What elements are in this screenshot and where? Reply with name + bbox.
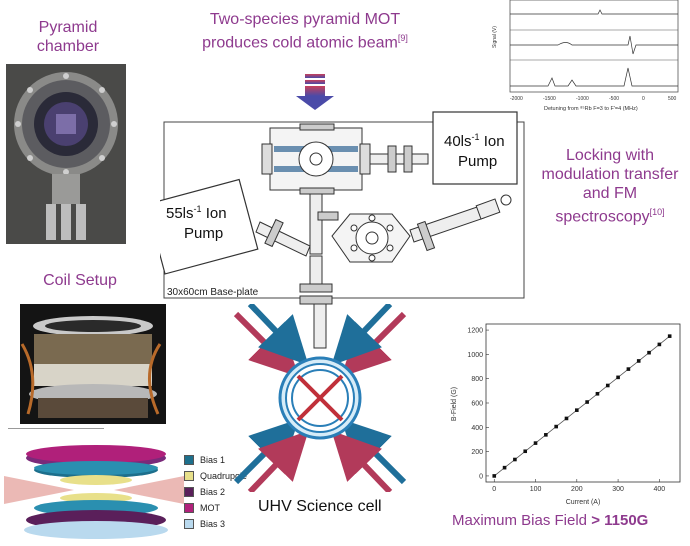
spectroscopy-xtick: -1500: [543, 96, 556, 102]
max-bias-prefix: Maximum Bias Field: [452, 512, 592, 529]
locking-line2: modulation transfer: [541, 166, 679, 183]
spectroscopy-xtick: 500: [668, 96, 677, 102]
legend-label: MOT: [200, 503, 220, 513]
vacuum-schematic: 40ls-1 Ion Pump 55ls-1 Ion Pump 30x60cm …: [145, 74, 530, 310]
data-point: [554, 424, 558, 429]
data-point: [626, 367, 631, 371]
spectroscopy-plot: Signal (V) -2000 -1500 -1000 -500 0 500 …: [488, 0, 684, 118]
x-tick-label: 100: [530, 486, 542, 493]
legend-label: Bias 3: [200, 519, 226, 529]
x-tick-label: 400: [654, 486, 666, 493]
legend-swatch: [184, 503, 194, 513]
mot-caption-ref: [9]: [397, 33, 408, 43]
y-tick-label: 800: [471, 376, 483, 383]
x-tick-label: 0: [492, 486, 496, 493]
data-point: [616, 375, 620, 380]
spectroscopy-xtick: -1000: [576, 96, 589, 102]
data-point: [492, 474, 497, 478]
y-tick-label: 400: [471, 425, 483, 432]
legend-label: Bias 1: [200, 455, 226, 465]
uhv-cell-caption: UHV Science cell: [258, 498, 382, 515]
data-point: [636, 359, 641, 363]
data-point: [502, 465, 507, 470]
legend-swatch: [184, 487, 194, 497]
data-point: [575, 408, 579, 412]
coil-setup-illustration: [20, 304, 166, 424]
x-tick-label: 200: [571, 486, 583, 493]
spectroscopy-xtick: 0: [642, 96, 645, 102]
pyramid-chamber-caption: Pyramid chamber: [18, 18, 118, 56]
spectroscopy-xlabel: Detuning from ⁸⁵Rb F=3 to F'=4 (MHz): [544, 105, 638, 112]
locking-ref: [10]: [649, 207, 665, 217]
coil-render: [4, 427, 184, 540]
locking-line1: Locking with: [565, 147, 655, 164]
legend-swatch: [184, 519, 194, 529]
locking-line4: spectroscopy[10]: [555, 207, 665, 226]
pyramid-chamber-illustration: [6, 64, 126, 244]
uhv-cell-diagram: [226, 301, 414, 495]
locking-caption: Locking with modulation transfer and FM …: [530, 146, 690, 226]
locking-line3: and FM: [582, 185, 638, 202]
coil-legend: Bias 1 Quadrupole Bias 2 MOT Bias 3: [184, 454, 264, 534]
legend-swatch: [184, 455, 194, 465]
data-point: [667, 334, 672, 338]
data-point: [595, 391, 600, 396]
data-point: [533, 441, 538, 445]
data-point: [647, 350, 651, 355]
legend-swatch: [184, 471, 194, 481]
atom-beam-arrow: [296, 74, 334, 110]
y-tick-label: 1000: [467, 352, 483, 359]
pyramid-chamber-photo: [6, 64, 126, 244]
pyramid-chamber-caption-text: Pyramid chamber: [36, 19, 100, 55]
y-tick-label: 1200: [467, 328, 483, 335]
data-point: [564, 416, 569, 421]
data-point: [544, 433, 548, 437]
max-bias-value: > 1150G: [591, 512, 649, 529]
legend-label: Quadrupole: [200, 471, 248, 481]
y-tick-label: 0: [479, 473, 483, 480]
mot-caption-line1: Two-species pyramid MOT: [209, 11, 401, 28]
spectroscopy-xtick: -2000: [510, 96, 523, 102]
chart-ylabel: B-Field (G): [451, 387, 458, 421]
data-point: [657, 342, 662, 347]
pump-55-label-line1: 55ls-1 Ion: [166, 204, 227, 222]
mot-caption-line2: produces cold atomic beam[9]: [202, 33, 408, 52]
data-point: [605, 383, 610, 388]
vacuum-schematic-svg: 40ls-1 Ion Pump 55ls-1 Ion Pump 30x60cm …: [145, 74, 525, 305]
pump-40-label-line2: Pump: [458, 153, 497, 170]
uhv-cell-svg: [233, 301, 407, 495]
mot-caption: Two-species pyramid MOT produces cold at…: [180, 10, 430, 52]
data-point: [523, 449, 528, 454]
chart-xlabel: Current (A): [566, 499, 601, 506]
bias-field-chart-svg: 0 200 400 600 800 1000 1200 0 100 200 300 400 B-Fi…: [451, 323, 681, 506]
y-tick-label: 600: [471, 401, 483, 408]
legend-label: Bias 2: [200, 487, 226, 497]
spectroscopy-ylabel: Signal (V): [492, 26, 498, 48]
baseplate-label: 30x60cm Base-plate: [167, 287, 259, 298]
pump-40-label-line1: 40ls-1 Ion: [444, 132, 505, 150]
x-tick-label: 300: [612, 486, 624, 493]
coil-render-illustration: [4, 427, 184, 539]
max-bias-caption: Maximum Bias Field > 1150G: [452, 512, 648, 529]
y-tick-label: 200: [471, 449, 483, 456]
data-point: [585, 400, 589, 404]
plot-frame: [485, 323, 681, 483]
data-point: [513, 457, 517, 462]
coil-setup-photo: [20, 304, 166, 424]
pump-55-label-line2: Pump: [184, 225, 223, 242]
coil-setup-caption: Coil Setup: [43, 272, 117, 289]
spectroscopy-xtick: -500: [609, 96, 619, 102]
bias-field-chart: 0 200 400 600 800 1000 1200 0 100 200 300 400 B-Fi…: [446, 316, 686, 508]
spectroscopy-plot-svg: Signal (V) -2000 -1500 -1000 -500 0 500 …: [492, 0, 679, 112]
